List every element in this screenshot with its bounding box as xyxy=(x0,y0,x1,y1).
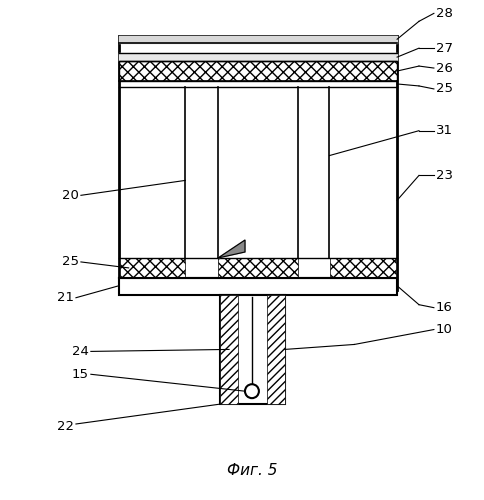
Bar xyxy=(119,278,397,294)
Text: 24: 24 xyxy=(72,345,89,358)
Text: 25: 25 xyxy=(62,256,79,268)
Text: 26: 26 xyxy=(436,62,453,74)
Bar xyxy=(120,258,185,278)
Bar xyxy=(331,258,396,278)
Bar xyxy=(267,294,285,404)
Bar xyxy=(220,294,238,404)
Text: 16: 16 xyxy=(436,301,453,314)
Text: 25: 25 xyxy=(436,82,453,96)
Text: 22: 22 xyxy=(57,420,74,434)
Text: 15: 15 xyxy=(72,368,89,381)
Text: 21: 21 xyxy=(57,291,74,304)
Text: 28: 28 xyxy=(436,7,453,20)
Text: Фиг. 5: Фиг. 5 xyxy=(227,463,277,478)
Bar xyxy=(119,61,397,81)
Text: 31: 31 xyxy=(436,124,453,137)
Bar xyxy=(220,294,285,404)
Text: 27: 27 xyxy=(436,42,453,54)
Text: 23: 23 xyxy=(436,169,453,182)
Text: 10: 10 xyxy=(436,323,453,336)
Bar xyxy=(218,258,298,278)
Bar xyxy=(119,36,397,290)
Text: 20: 20 xyxy=(62,189,79,202)
Circle shape xyxy=(245,384,259,398)
Polygon shape xyxy=(218,240,245,258)
